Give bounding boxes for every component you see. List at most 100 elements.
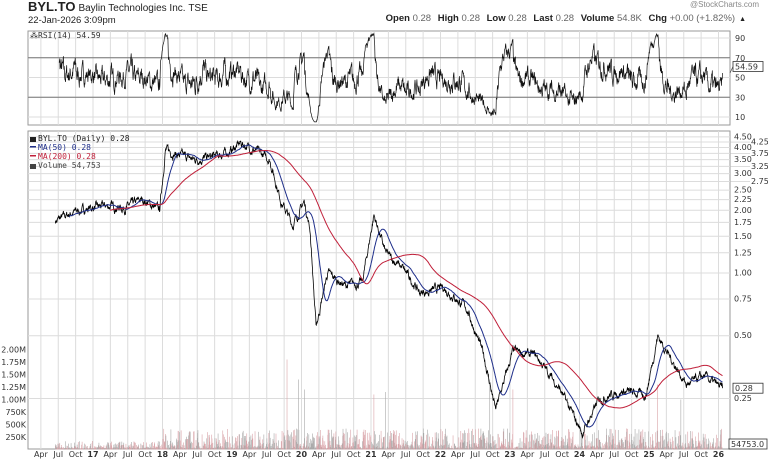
- x-tick-label: Apr: [381, 450, 396, 459]
- low-label: Low: [486, 13, 506, 24]
- x-tick-label: Oct: [555, 450, 569, 459]
- volume-current-tag-box: [728, 438, 768, 450]
- x-tick-label: Apr: [103, 450, 118, 459]
- symbol: BYL.TO: [28, 0, 76, 14]
- x-tick-label: Oct: [486, 450, 500, 459]
- volume-value: 54.8K: [616, 13, 642, 24]
- volume-tick-label: 1.25M: [1, 383, 26, 392]
- x-tick-label: Jul: [539, 450, 550, 459]
- open-label: Open: [385, 13, 410, 24]
- x-tick-label: Oct: [625, 450, 639, 459]
- rsi-legend: RSI(14) 54.59: [38, 31, 101, 40]
- price-legend-item: BYL.TO (Daily) 0.28: [38, 134, 130, 143]
- x-tick-label: Jul: [191, 450, 202, 459]
- rsi-current-tag-pointer: [729, 66, 734, 74]
- price-tick-label: 0.50: [734, 331, 752, 340]
- price-current-tag-box: [732, 382, 764, 394]
- x-tick-label: Jul: [330, 450, 341, 459]
- price-tick-label: 4.50: [734, 132, 752, 141]
- price-line: [55, 139, 723, 439]
- high-label: High: [437, 13, 459, 24]
- price-tick-label: 2.00: [734, 206, 752, 215]
- rsi-current-tag: 54.59: [729, 61, 764, 74]
- legend-swatch: [30, 137, 36, 142]
- price-tick-label: 4.00: [734, 143, 752, 152]
- price-tick-label: 0.75: [734, 295, 752, 304]
- x-tick-label: 22: [435, 450, 446, 459]
- x-tick-label: Apr: [173, 450, 188, 459]
- x-tick-label: 20: [296, 450, 308, 459]
- price-current-tag: 0.28: [732, 382, 764, 394]
- price-legend-item: MA(200) 0.28: [38, 152, 96, 161]
- company-name: Baylin Technologies Inc. TSE: [78, 3, 208, 14]
- watermark: @StockCharts.com: [690, 0, 760, 9]
- volume-current-tag-text: 54753.0: [731, 440, 764, 449]
- chart-title: BYL.TO Baylin Technologies Inc. TSE: [28, 0, 208, 16]
- timestamp: 22-Jan-2026 3:09pm: [28, 15, 116, 26]
- x-tick-label: Oct: [694, 450, 708, 459]
- x-tick-label: Jul: [52, 450, 63, 459]
- x-tick-label: 19: [226, 450, 238, 459]
- x-tick-label: Oct: [277, 450, 291, 459]
- rsi-tick-label: 90: [735, 34, 745, 43]
- low-value: 0.28: [508, 13, 527, 24]
- volume-bars: [55, 359, 723, 450]
- price-tick-label: 3.50: [734, 155, 752, 164]
- volume-tick-label: 500K: [5, 421, 26, 430]
- price-tick-label: 1.25: [734, 248, 752, 257]
- rsi-tick-label: 50: [735, 74, 745, 83]
- price-tick-label: 2.75: [751, 177, 768, 186]
- x-tick-label: Oct: [138, 450, 152, 459]
- legend-swatch: [30, 155, 36, 157]
- price-tick-label: 1.50: [734, 232, 752, 241]
- ma200-line: [110, 150, 723, 409]
- ma50-line: [68, 144, 723, 428]
- x-tick-label: Jul: [469, 450, 480, 459]
- price-tick-label: 1.75: [734, 218, 752, 227]
- volume-tick-label: 750K: [5, 408, 26, 417]
- price-tick-label: 3.25: [751, 162, 768, 171]
- volume-tick-label: 1.50M: [1, 371, 26, 380]
- chg-value: +0.00 (+1.82%): [669, 13, 736, 24]
- x-tick-label: 17: [87, 450, 98, 459]
- x-tick-label: Apr: [312, 450, 327, 459]
- x-tick-label: Oct: [347, 450, 361, 459]
- x-tick-label: Jul: [608, 450, 619, 459]
- price-tick-label: 2.25: [734, 195, 752, 204]
- x-tick-label: Oct: [416, 450, 430, 459]
- x-tick-label: Jul: [261, 450, 272, 459]
- legend-swatch: [30, 164, 36, 169]
- x-tick-label: Jul: [678, 450, 689, 459]
- rsi-tick-label: 10: [735, 113, 745, 122]
- x-tick-label: Apr: [451, 450, 466, 459]
- chg-label: Chg: [648, 13, 667, 24]
- x-tick-label: Jul: [122, 450, 133, 459]
- x-tick-label: 24: [574, 450, 586, 459]
- x-tick-label: 18: [157, 450, 169, 459]
- volume-label: Volume: [580, 13, 615, 24]
- x-tick-label: 23: [504, 450, 515, 459]
- rsi-tick-label: 30: [735, 93, 745, 102]
- rsi-current-tag-text: 54.59: [735, 63, 758, 72]
- x-tick-label: 21: [365, 450, 377, 459]
- x-tick-label: Apr: [659, 450, 674, 459]
- triangle-up-icon: ▲: [739, 16, 746, 23]
- x-tick-label: 25: [643, 450, 655, 459]
- x-tick-label: Jul: [400, 450, 411, 459]
- price-current-tag-text: 0.28: [735, 384, 753, 393]
- x-tick-label: Apr: [242, 450, 257, 459]
- x-tick-label: Apr: [590, 450, 605, 459]
- volume-tick-label: 2.00M: [1, 346, 26, 355]
- volume-tick-label: 1.75M: [1, 358, 26, 367]
- legend-swatch: [30, 146, 36, 148]
- last-value: 0.28: [555, 13, 575, 24]
- price-tick-label: 0.25: [734, 394, 752, 403]
- price-legend-item: Volume 54,753: [38, 161, 101, 170]
- last-label: Last: [533, 13, 553, 24]
- rsi-tick-label: 70: [735, 54, 745, 63]
- volume-current-tag: 54753.0: [728, 438, 768, 450]
- rsi-line: [58, 32, 723, 123]
- price-tick-label: 2.50: [734, 186, 752, 195]
- x-tick-label: Oct: [69, 450, 83, 459]
- price-tick-label: 3.75: [751, 149, 768, 158]
